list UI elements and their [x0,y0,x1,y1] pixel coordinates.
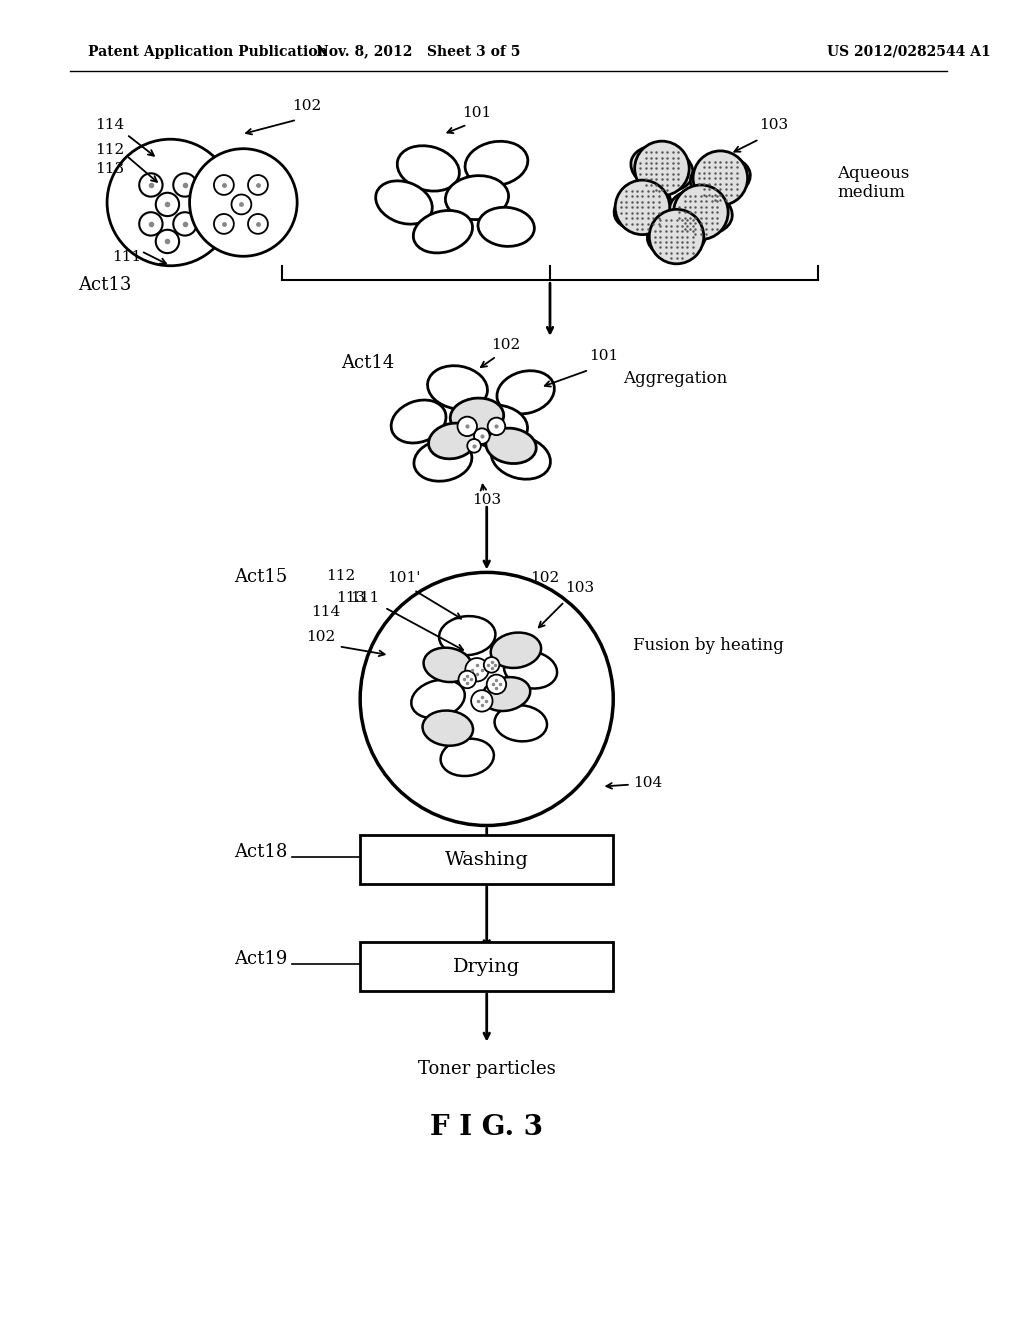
Text: 114: 114 [95,119,125,132]
Text: Drying: Drying [453,957,520,975]
Text: 101': 101' [387,572,421,585]
Text: 112: 112 [326,569,355,583]
Ellipse shape [445,176,509,219]
Text: Act13: Act13 [78,276,131,294]
Ellipse shape [440,739,494,776]
Circle shape [214,176,233,195]
Text: F I G. 3: F I G. 3 [430,1114,543,1140]
Ellipse shape [465,405,527,447]
Ellipse shape [690,157,751,199]
Text: 101: 101 [589,350,618,363]
Text: 114: 114 [311,605,341,619]
Ellipse shape [424,648,472,682]
Circle shape [189,149,297,256]
Text: Toner particles: Toner particles [418,1060,556,1078]
Text: 113: 113 [95,162,125,177]
Text: Act18: Act18 [233,842,287,861]
Circle shape [693,150,748,206]
Ellipse shape [397,145,460,191]
Circle shape [471,690,493,711]
Circle shape [231,194,251,214]
Circle shape [635,141,689,195]
Text: US 2012/0282544 A1: US 2012/0282544 A1 [827,45,991,58]
Ellipse shape [478,207,535,247]
Ellipse shape [490,632,541,668]
Circle shape [486,675,506,694]
Circle shape [458,417,477,436]
Circle shape [156,193,179,216]
Text: Act15: Act15 [233,568,287,586]
Text: Aggregation: Aggregation [623,370,727,387]
Text: 104: 104 [633,776,662,789]
Ellipse shape [647,216,706,257]
Ellipse shape [504,651,557,689]
Circle shape [139,173,163,197]
Circle shape [615,180,670,235]
Text: 102: 102 [292,99,322,114]
Text: Fusion by heating: Fusion by heating [633,638,783,655]
Text: 103: 103 [760,119,788,132]
Circle shape [483,657,500,673]
Circle shape [467,440,481,453]
Text: 102: 102 [492,338,521,351]
Circle shape [465,659,488,681]
Text: Aqueous
medium: Aqueous medium [838,165,909,202]
Circle shape [487,417,505,436]
Ellipse shape [376,181,432,224]
Text: 102: 102 [306,630,336,644]
Ellipse shape [439,616,496,655]
Ellipse shape [423,710,473,746]
Circle shape [173,173,197,197]
Ellipse shape [429,424,477,459]
Ellipse shape [391,400,446,444]
Ellipse shape [492,436,551,479]
Circle shape [474,428,489,444]
FancyBboxPatch shape [360,942,613,991]
Text: 102: 102 [530,572,560,585]
Circle shape [156,230,179,253]
Text: 103: 103 [564,581,594,595]
Ellipse shape [495,705,547,742]
Text: 112: 112 [95,143,125,157]
Ellipse shape [631,145,693,191]
Ellipse shape [414,210,472,253]
Text: Patent Application Publication: Patent Application Publication [88,45,328,58]
Circle shape [108,139,233,265]
Circle shape [139,213,163,235]
Circle shape [248,176,268,195]
Circle shape [649,210,703,264]
Circle shape [173,213,197,235]
Ellipse shape [614,186,671,228]
Text: 101: 101 [463,106,492,120]
Ellipse shape [451,399,504,436]
Text: Washing: Washing [444,850,528,869]
Text: Act14: Act14 [341,354,394,372]
Circle shape [459,671,476,688]
Text: 111: 111 [350,590,380,605]
FancyBboxPatch shape [360,836,613,884]
Ellipse shape [428,366,487,409]
Circle shape [248,214,268,234]
Ellipse shape [497,371,554,414]
Ellipse shape [670,190,732,235]
Ellipse shape [482,677,530,711]
Text: Act19: Act19 [233,949,287,968]
Text: 103: 103 [472,494,502,507]
Circle shape [360,573,613,825]
Ellipse shape [485,428,537,463]
Circle shape [674,185,728,239]
Text: 111: 111 [112,249,141,264]
Circle shape [214,214,233,234]
Ellipse shape [412,680,465,718]
Text: 113: 113 [336,590,365,605]
Text: Nov. 8, 2012   Sheet 3 of 5: Nov. 8, 2012 Sheet 3 of 5 [316,45,521,58]
Ellipse shape [414,440,472,482]
Ellipse shape [465,141,527,186]
